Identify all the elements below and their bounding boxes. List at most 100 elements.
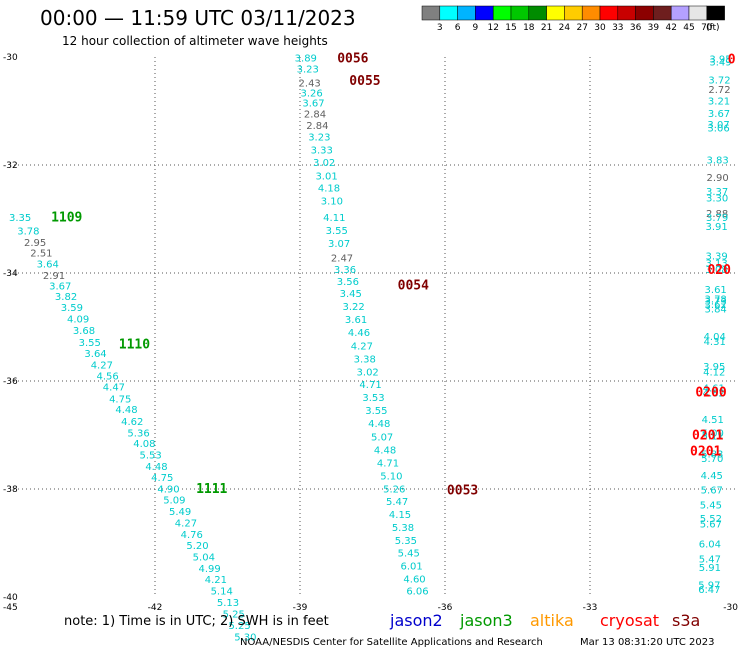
wave-height-value: 5.10: [380, 472, 402, 483]
chart-title: 00:00 — 11:59 UTC 03/11/2023: [40, 6, 356, 30]
wave-height-value: 3.39: [706, 252, 728, 263]
wave-height-value: 2.90: [706, 173, 728, 184]
wave-height-value: 3.02: [313, 158, 335, 169]
wave-height-value: 2.91: [43, 271, 65, 282]
wave-height-value: 3.67: [302, 98, 324, 109]
wave-height-value: 5.30: [234, 632, 256, 643]
legend-swatch: [635, 5, 654, 21]
wave-height-value: 4.15: [389, 510, 411, 521]
wave-height-value: 5.45: [398, 549, 420, 560]
y-tick-label: -32: [3, 161, 18, 171]
wave-height-value: 3.59: [61, 303, 83, 314]
legend-swatch: [670, 5, 690, 21]
x-tick-label: -33: [583, 603, 598, 613]
wave-height-value: 3.62: [705, 300, 727, 311]
legend-tick-label: 27: [576, 23, 587, 33]
satellite-name-jason2: jason2: [389, 611, 443, 630]
wave-height-value: 4.75: [109, 394, 131, 405]
wave-height-value: 3.35: [9, 213, 31, 224]
wave-height-value: 4.27: [175, 518, 197, 529]
wave-height-value: 4.12: [703, 367, 725, 378]
legend-swatch: [510, 5, 530, 21]
wave-height-value: 4.75: [151, 473, 173, 484]
x-tick-label: -39: [293, 603, 308, 613]
wave-height-value: 4.99: [198, 564, 220, 575]
legend-swatch: [492, 5, 512, 21]
pass-label: 1111: [196, 482, 227, 497]
pass-labels: 0056 0055 0054 0053 1109 1110 1111 020 0200 0201 0…: [51, 52, 736, 499]
wave-height-value: 4.21: [205, 575, 227, 586]
wave-height-value: 3.33: [311, 145, 333, 156]
wave-height-value: 3.78: [705, 294, 727, 305]
wave-height-value: 3.26: [300, 89, 322, 100]
pass-label: 0053: [447, 484, 478, 499]
y-tick-label: -38: [3, 485, 18, 495]
wave-height-value: 5.67: [700, 520, 722, 531]
y-tick-label: -34: [3, 269, 18, 279]
wave-height-value: 3.72: [708, 76, 730, 87]
footer-timestamp: Mar 13 08:31:20 UTC 2023: [580, 637, 715, 648]
legend-swatch: [546, 5, 565, 21]
wave-height-value: 5.91: [699, 563, 721, 574]
wave-height-value: 4.46: [348, 328, 370, 339]
wave-height-value: 5.83: [701, 449, 723, 460]
legend-tick-label: 3: [437, 23, 443, 33]
wave-height-value: 4.18: [318, 184, 340, 195]
legend-swatch: [688, 5, 708, 21]
wave-height-value: 2.84: [304, 110, 326, 121]
legend-unit: (ft): [706, 23, 720, 33]
wave-height-value: 4.71: [377, 459, 399, 470]
wave-height-value: 5.47: [699, 555, 721, 566]
wave-height-value: 3.67: [49, 281, 71, 292]
wave-height-value: 4.09: [67, 314, 89, 325]
wave-height-value: 5.25: [223, 610, 245, 621]
wave-height-value: 5.97: [698, 581, 720, 592]
wave-height-value: 3.30: [706, 193, 728, 204]
wave-height-value: 3.95: [709, 55, 731, 66]
pass-label: 0201: [692, 428, 723, 443]
wave-height-value: 3.89: [295, 54, 317, 65]
wave-height-value: 3.07: [707, 120, 729, 131]
wave-height-value: 5.13: [217, 598, 239, 609]
legend-tick-label: 12: [487, 23, 498, 33]
wave-height-value: 3.67: [708, 109, 730, 120]
wave-height-value: 4.04: [704, 332, 726, 343]
wave-height-value: 5.70: [701, 454, 723, 465]
wave-height-value: 2.47: [331, 253, 353, 264]
wave-height-value: 3.23: [297, 64, 319, 75]
wave-height-value: 5.38: [392, 523, 414, 534]
pass-label: 0200: [695, 385, 726, 400]
wave-height-value: 3.64: [84, 349, 106, 360]
wave-height-value: 5.00: [702, 428, 724, 439]
wave-height-value: 5.47: [386, 497, 408, 508]
legend-tick-label: 18: [523, 23, 535, 33]
legend-tick-label: 36: [630, 23, 642, 33]
wave-height-value: 4.27: [351, 341, 373, 352]
legend-swatch: [653, 5, 672, 21]
wave-height-value: 3.55: [326, 226, 348, 237]
wave-height-value: 5.36: [127, 428, 149, 439]
wave-height-value: 4.56: [97, 372, 119, 383]
wave-height-value: 5.35: [395, 536, 417, 547]
data-points: 3.893.232.433.263.672.842.843.233.333.02…: [9, 54, 732, 644]
satellite-name-s3a: s3a: [672, 611, 700, 630]
wave-height-value: 3.13: [706, 259, 728, 270]
wave-height-value: 3.55: [365, 406, 387, 417]
wave-height-value: 3.64: [37, 259, 59, 270]
wave-height-value: 3.08: [706, 265, 728, 276]
legend-tick-label: 39: [648, 23, 660, 33]
legend-tick-label: 42: [665, 23, 676, 33]
wave-height-value: 5.09: [163, 495, 185, 506]
legend-tick-label: 24: [559, 23, 571, 33]
legend-swatch: [475, 5, 494, 21]
wave-height-value: 4.47: [103, 382, 125, 393]
x-tick-label: -45: [3, 603, 18, 613]
wave-height-value: 5.25: [228, 621, 250, 632]
wave-height-value: 3.79: [706, 213, 728, 224]
wave-height-value: 4.82: [703, 388, 725, 399]
wave-height-value: 3.37: [706, 187, 728, 198]
legend-tick-label: 9: [473, 23, 479, 33]
y-axis: -30 -32 -34 -36 -38 -40: [3, 53, 18, 603]
y-tick-label: -40: [3, 593, 18, 603]
